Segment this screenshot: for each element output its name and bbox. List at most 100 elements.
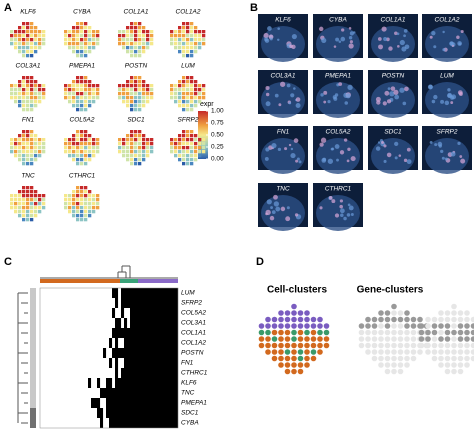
spot: [438, 336, 444, 342]
spot: [178, 146, 182, 150]
spot: [34, 30, 38, 34]
spot: [130, 80, 134, 84]
spot: [150, 38, 154, 42]
spot: [138, 46, 142, 50]
spot: [404, 355, 410, 362]
spot: [72, 194, 76, 198]
spot: [84, 104, 88, 108]
spot: [68, 96, 72, 100]
spot: [190, 130, 194, 134]
cell: [157, 388, 161, 398]
cell: [124, 318, 128, 328]
spot: [174, 30, 178, 34]
spot: [464, 323, 470, 329]
spot: [30, 210, 34, 214]
spot: [42, 138, 46, 142]
spot: [22, 150, 26, 154]
spot: [431, 355, 438, 362]
spot: [64, 194, 68, 198]
cell: [106, 398, 110, 408]
spot: [271, 336, 278, 342]
spot: [126, 26, 130, 30]
cell: [157, 368, 161, 378]
spot: [18, 134, 22, 138]
sidebar: [30, 408, 36, 428]
cell: [127, 398, 131, 408]
spot: [10, 84, 14, 88]
spot: [182, 38, 186, 42]
spot: [10, 96, 14, 100]
spot: [18, 38, 22, 42]
spot: [118, 142, 122, 146]
cell: [142, 318, 146, 328]
spot: [410, 336, 417, 342]
gene-label: CYBA: [329, 17, 347, 24]
cell: [154, 338, 158, 348]
cell: [151, 368, 155, 378]
cell: [115, 408, 119, 418]
spot: [271, 342, 278, 349]
spot: [64, 42, 68, 46]
spot: [386, 152, 392, 158]
cell: [109, 398, 113, 408]
spot: [451, 329, 457, 336]
spot: [182, 54, 186, 58]
spot: [80, 76, 84, 80]
cell: [175, 348, 179, 358]
spot: [126, 158, 130, 162]
spot: [190, 80, 194, 84]
spot: [18, 80, 22, 84]
spot: [339, 199, 344, 203]
spot: [397, 355, 404, 362]
cell: [115, 388, 119, 398]
spot: [68, 138, 72, 142]
spot: [80, 46, 84, 50]
cell: [175, 418, 179, 428]
spot: [387, 87, 391, 91]
spot: [130, 162, 134, 166]
spot: [348, 36, 353, 40]
spot: [298, 160, 302, 164]
spot: [178, 96, 182, 100]
spot: [68, 38, 72, 42]
cluster-bar: [120, 279, 138, 283]
spot: [182, 162, 186, 166]
spot: [178, 50, 182, 54]
cell: [148, 358, 152, 368]
spot: [384, 362, 391, 368]
spot: [186, 108, 190, 112]
cell: [154, 408, 158, 418]
spot: [88, 104, 92, 108]
spot: [323, 336, 330, 342]
spot: [138, 42, 142, 46]
spot: [284, 323, 291, 329]
spot: [88, 42, 92, 46]
spot: [190, 158, 194, 162]
spot: [178, 84, 182, 88]
cell: [169, 348, 173, 358]
spot: [320, 137, 327, 143]
cell: [115, 398, 119, 408]
cell: [115, 358, 119, 368]
spot: [84, 88, 88, 92]
spot: [84, 202, 88, 206]
spot: [150, 138, 154, 142]
spot: [72, 30, 76, 34]
spot: [174, 146, 178, 150]
cell: [163, 348, 167, 358]
spot: [38, 194, 42, 198]
spot: [76, 100, 80, 104]
spot: [10, 92, 14, 96]
spot: [343, 138, 348, 142]
spot: [431, 99, 436, 104]
spot: [134, 54, 138, 58]
spot: [182, 150, 186, 154]
spot: [92, 92, 96, 96]
spot: [134, 34, 138, 38]
spot: [22, 198, 26, 202]
gene-label: POSTN: [382, 73, 405, 80]
spot: [431, 336, 438, 342]
spot: [34, 150, 38, 154]
spot: [134, 154, 138, 158]
spot: [451, 349, 457, 355]
